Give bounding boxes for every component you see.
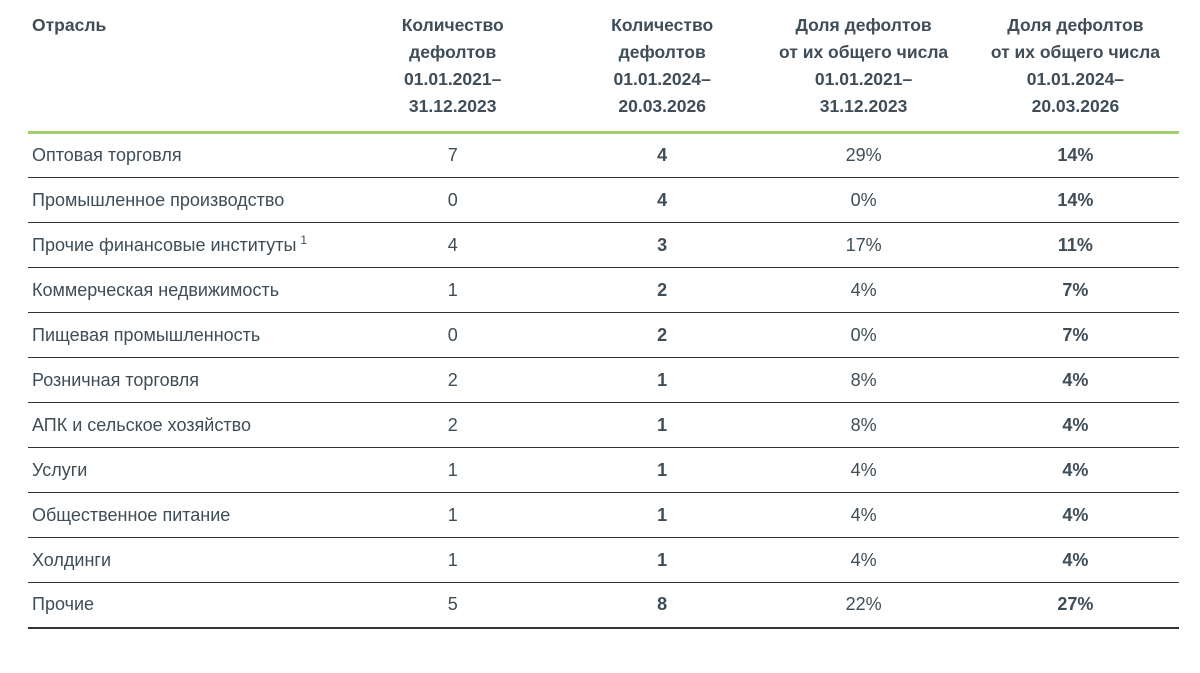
industry-cell: АПК и сельское хозяйство (28, 402, 337, 448)
defaults-2024-2026-cell: 8 (568, 582, 756, 629)
defaults-2024-2026-cell: 1 (568, 357, 756, 403)
industry-cell: Прочие (28, 582, 337, 629)
table-row: Холдинги 1 1 4% 4% (28, 537, 1179, 583)
share-2024-2026-cell: 4% (971, 402, 1179, 448)
defaults-2024-2026-cell: 2 (568, 312, 756, 358)
industry-label: АПК и сельское хозяйство (32, 414, 251, 435)
defaults-2024-2026-cell: 4 (568, 177, 756, 223)
share-2024-2026-cell: 27% (971, 582, 1179, 629)
industry-cell: Услуги (28, 447, 337, 493)
defaults-2024-2026-cell: 1 (568, 492, 756, 538)
defaults-2021-2023-cell: 7 (336, 132, 569, 178)
defaults-2024-2026-cell: 1 (568, 402, 756, 448)
defaults-by-industry-table: Отрасль Количество дефолтов 01.01.2021– … (28, 8, 1179, 629)
column-header-industry: Отрасль (28, 8, 337, 134)
share-2021-2023-cell: 22% (755, 582, 972, 629)
share-2021-2023-cell: 4% (755, 537, 972, 583)
column-header-share-2021-2023: Доля дефолтов от их общего числа 01.01.2… (755, 8, 972, 134)
share-2021-2023-cell: 4% (755, 267, 972, 313)
defaults-2024-2026-cell: 4 (568, 132, 756, 178)
share-2024-2026-cell: 14% (971, 132, 1179, 178)
share-2024-2026-cell: 7% (971, 312, 1179, 358)
table-row: Коммерческая недвижимость 1 2 4% 7% (28, 267, 1179, 313)
industry-cell: Общественное питание (28, 492, 337, 538)
column-header-defaults-2024-2026: Количество дефолтов 01.01.2024– 20.03.20… (568, 8, 756, 134)
share-2021-2023-cell: 0% (755, 177, 972, 223)
share-2021-2023-cell: 4% (755, 447, 972, 493)
industry-cell: Прочие финансовые институты 1 (28, 222, 337, 268)
data-table: Отрасль Количество дефолтов 01.01.2021– … (28, 8, 1179, 629)
industry-label: Промышленное производство (32, 189, 285, 210)
industry-label: Прочие финансовые институты (32, 234, 297, 255)
share-2024-2026-cell: 14% (971, 177, 1179, 223)
table-row: Услуги 1 1 4% 4% (28, 447, 1179, 493)
column-header-defaults-2021-2023: Количество дефолтов 01.01.2021– 31.12.20… (336, 8, 569, 134)
defaults-2024-2026-cell: 1 (568, 447, 756, 493)
table-row: Прочие 5 8 22% 27% (28, 582, 1179, 629)
defaults-2021-2023-cell: 2 (336, 357, 569, 403)
industry-cell: Оптовая торговля (28, 132, 337, 178)
share-2024-2026-cell: 4% (971, 447, 1179, 493)
table-row: Прочие финансовые институты 1 4 3 17% 11% (28, 222, 1179, 268)
share-2021-2023-cell: 4% (755, 492, 972, 538)
industry-cell: Пищевая промышленность (28, 312, 337, 358)
share-2024-2026-cell: 4% (971, 537, 1179, 583)
industry-label: Коммерческая недвижимость (32, 279, 280, 300)
table-row: Розничная торговля 2 1 8% 4% (28, 357, 1179, 403)
share-2024-2026-cell: 4% (971, 492, 1179, 538)
table-row: АПК и сельское хозяйство 2 1 8% 4% (28, 402, 1179, 448)
defaults-2024-2026-cell: 2 (568, 267, 756, 313)
industry-label: Услуги (32, 459, 88, 480)
share-2021-2023-cell: 17% (755, 222, 972, 268)
table-row: Оптовая торговля 7 4 29% 14% (28, 132, 1179, 178)
share-2024-2026-cell: 4% (971, 357, 1179, 403)
industry-label: Холдинги (32, 549, 112, 570)
defaults-2021-2023-cell: 5 (336, 582, 569, 629)
share-2021-2023-cell: 8% (755, 402, 972, 448)
table-row: Общественное питание 1 1 4% 4% (28, 492, 1179, 538)
defaults-2021-2023-cell: 0 (336, 177, 569, 223)
table-row: Пищевая промышленность 0 2 0% 7% (28, 312, 1179, 358)
industry-cell: Промышленное производство (28, 177, 337, 223)
defaults-2021-2023-cell: 4 (336, 222, 569, 268)
industry-cell: Розничная торговля (28, 357, 337, 403)
industry-cell: Холдинги (28, 537, 337, 583)
defaults-2021-2023-cell: 0 (336, 312, 569, 358)
share-2021-2023-cell: 0% (755, 312, 972, 358)
industry-label: Оптовая торговля (32, 145, 182, 165)
table-header: Отрасль Количество дефолтов 01.01.2021– … (28, 8, 1179, 134)
defaults-2024-2026-cell: 1 (568, 537, 756, 583)
industry-label: Розничная торговля (32, 369, 199, 390)
defaults-2021-2023-cell: 1 (336, 447, 569, 493)
industry-label: Пищевая промышленность (32, 324, 261, 345)
column-header-share-2024-2026: Доля дефолтов от их общего числа 01.01.2… (971, 8, 1179, 134)
header-row: Отрасль Количество дефолтов 01.01.2021– … (28, 8, 1179, 134)
defaults-2021-2023-cell: 1 (336, 537, 569, 583)
industry-label: Прочие (32, 594, 95, 615)
defaults-2021-2023-cell: 1 (336, 267, 569, 313)
defaults-2024-2026-cell: 3 (568, 222, 756, 268)
industry-cell: Коммерческая недвижимость (28, 267, 337, 313)
industry-label: Общественное питание (32, 504, 231, 525)
defaults-2021-2023-cell: 1 (336, 492, 569, 538)
share-2024-2026-cell: 7% (971, 267, 1179, 313)
share-2024-2026-cell: 11% (971, 222, 1179, 268)
share-2021-2023-cell: 8% (755, 357, 972, 403)
table-row: Промышленное производство 0 4 0% 14% (28, 177, 1179, 223)
table-body: Оптовая торговля 7 4 29% 14% Промышленно… (28, 132, 1179, 629)
defaults-2021-2023-cell: 2 (336, 402, 569, 448)
footnote-marker: 1 (300, 232, 308, 247)
share-2021-2023-cell: 29% (755, 132, 972, 178)
